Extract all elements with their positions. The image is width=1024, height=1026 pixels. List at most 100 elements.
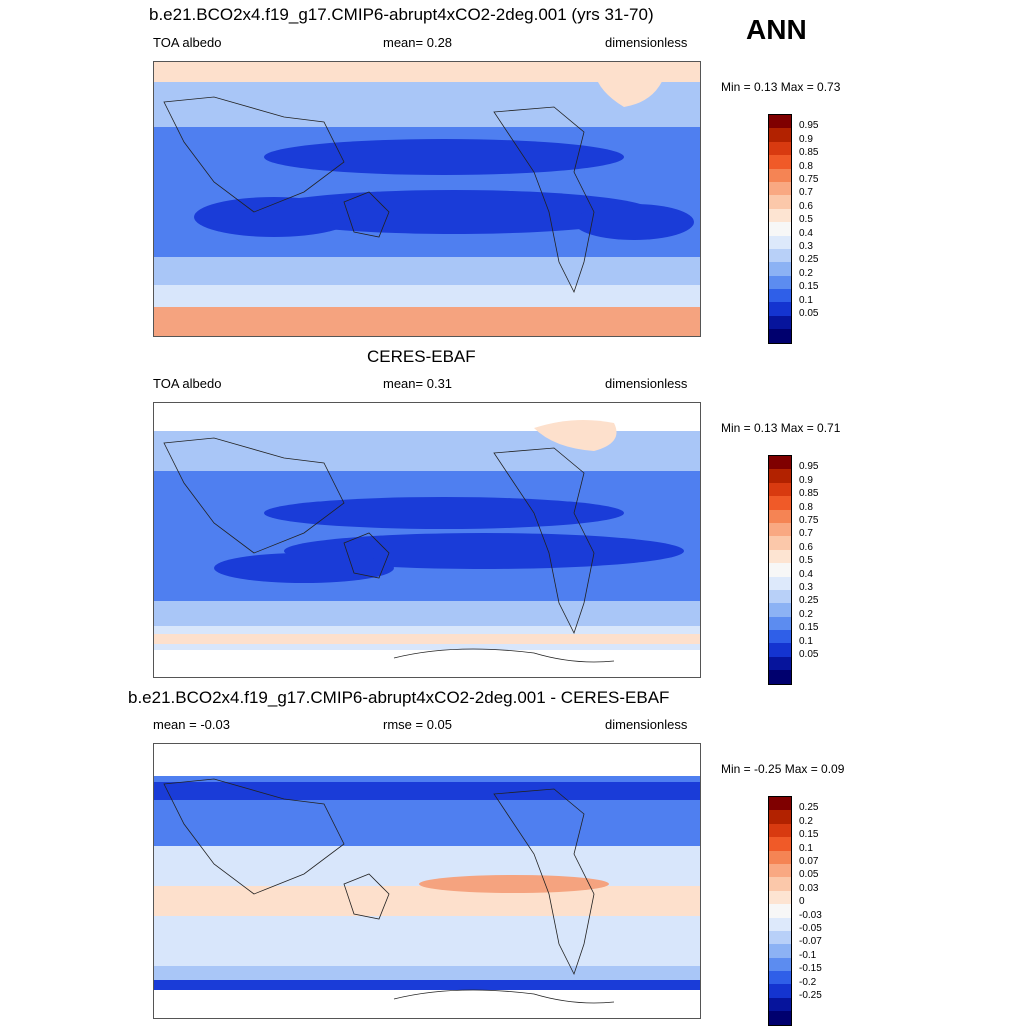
season-label: ANN (746, 14, 807, 45)
panel3-colorbar-swatch (769, 823, 791, 838)
panel2-colorbar-swatch (769, 563, 791, 577)
panel2-colorbar-swatch (769, 496, 791, 510)
panel3-colorbar-swatch (769, 957, 791, 972)
panel3-colorbar-swatch (769, 877, 791, 891)
panel1-minmax: Min = 0.13 Max = 0.73 (721, 80, 841, 94)
panel2-title: CERES-EBAF (367, 347, 476, 366)
panel3-colorbar-swatch (769, 944, 791, 958)
panel3-colorbar-swatch (769, 863, 791, 878)
panel3-colorbar-tick-label: -0.07 (799, 936, 822, 948)
panel1-colorbar-swatch (769, 235, 791, 249)
panel2-colorbar-tick-label: 0.05 (799, 649, 819, 660)
panel2-colorbar-swatch (769, 509, 791, 523)
panel1-colorbar-tick-label: 0.3 (799, 241, 813, 252)
panel1-variable-label: TOA albedo (153, 35, 222, 50)
panel3-colorbar-swatch (769, 890, 791, 905)
panel3-map-field (154, 744, 700, 1018)
panel1-colorbar-swatch (769, 168, 791, 182)
panel1-colorbar-swatch (769, 275, 791, 290)
panel2-colorbar (768, 455, 792, 685)
panel1-colorbar-swatch (769, 315, 791, 330)
panel1-colorbar-tick-label: 0.75 (799, 174, 819, 185)
panel2-colorbar-tick-label: 0.9 (799, 474, 813, 486)
panel1-colorbar-tick-label: 0.05 (799, 308, 819, 319)
panel2-colorbar-tick-label: 0.7 (799, 528, 813, 540)
panel3-colorbar-swatch (769, 930, 791, 945)
panel2-colorbar-swatch (769, 589, 791, 604)
panel1-colorbar-tick-label: 0.8 (799, 160, 813, 172)
panel3-colorbar-tick-label: 0.07 (799, 856, 819, 867)
panel2-minmax: Min = 0.13 Max = 0.71 (721, 421, 841, 435)
panel3-colorbar-swatch (769, 850, 791, 864)
panel1-colorbar-tick-label: 0.4 (799, 227, 813, 239)
panel3-colorbar-tick-label: 0.1 (799, 842, 813, 854)
panel1-colorbar-swatch (769, 155, 791, 169)
panel3-map (153, 743, 701, 1019)
panel2-colorbar-tick-label: 0.15 (799, 622, 819, 634)
panel1-colorbar-tick-label: 0.95 (799, 120, 819, 132)
panel2-colorbar-tick-label: 0.5 (799, 555, 813, 567)
panel2-colorbar-swatch (769, 643, 791, 657)
panel1-colorbar-tick-label: 0.5 (799, 214, 813, 226)
panel2-colorbar-swatch (769, 670, 791, 684)
panel2-colorbar-tick-label: 0.4 (799, 568, 813, 580)
panel1-colorbar-swatch (769, 181, 791, 196)
panel2-colorbar-tick-label: 0.25 (799, 595, 819, 607)
panel1-colorbar (768, 114, 792, 344)
panel3-colorbar-swatch (769, 1011, 791, 1025)
panel1-colorbar-swatch (769, 222, 791, 236)
panel2-colorbar-swatch (769, 656, 791, 671)
panel2-colorbar-tick-label: 0.85 (799, 488, 819, 500)
panel2-colorbar-swatch (769, 616, 791, 631)
panel3-minmax: Min = -0.25 Max = 0.09 (721, 762, 845, 776)
panel1-colorbar-tick-label: 0.25 (799, 254, 819, 266)
panel2-mean-label: mean= 0.31 (383, 376, 453, 391)
panel1-colorbar-tick-label: 0.7 (799, 187, 813, 199)
panel3-colorbar-swatch (769, 997, 791, 1012)
panel1-colorbar-swatch (769, 128, 791, 142)
panel2-colorbar-swatch (769, 469, 791, 483)
panel2-units-label: dimensionless (605, 376, 688, 391)
panel3-colorbar-swatch (769, 984, 791, 998)
panel1-mean-label: mean= 0.28 (383, 35, 453, 50)
panel1-colorbar-swatch (769, 141, 791, 156)
panel2-colorbar-swatch (769, 603, 791, 617)
panel2-colorbar-swatch (769, 536, 791, 550)
panel3-colorbar-tick-label: 0.03 (799, 882, 819, 894)
panel2-map (153, 402, 701, 678)
panel1-colorbar-swatch (769, 195, 791, 209)
panel2-colorbar-swatch (769, 576, 791, 590)
panel3-mean-label: mean = -0.03 (153, 717, 230, 732)
panel1-title: b.e21.BCO2x4.f19_g17.CMIP6-abrupt4xCO2-2… (149, 5, 654, 24)
panel1-colorbar-tick-label: 0.6 (799, 200, 813, 212)
panel1-colorbar-tick-label: 0.15 (799, 281, 819, 293)
panel1-colorbar-swatch (769, 115, 791, 129)
panel3-colorbar-tick-label: -0.15 (799, 963, 822, 975)
panel2-colorbar-tick-label: 0.8 (799, 501, 813, 513)
panel2-colorbar-swatch (769, 456, 791, 470)
panel2-colorbar-swatch (769, 522, 791, 537)
panel3-units-label: dimensionless (605, 717, 688, 732)
panel3-colorbar-tick-label: 0 (799, 896, 805, 908)
panel3-colorbar-tick-label: -0.1 (799, 949, 817, 961)
panel3-rmse-label: rmse = 0.05 (383, 717, 453, 732)
panel1-map (153, 61, 701, 337)
panel1-colorbar-swatch (769, 248, 791, 263)
panel3-colorbar-swatch (769, 971, 791, 985)
panel3-colorbar-tick-label: 0.2 (799, 815, 813, 827)
panel2-colorbar-tick-label: 0.95 (799, 461, 819, 473)
panel3-colorbar-tick-label: -0.25 (799, 990, 822, 1001)
panel1-colorbar-tick-label: 0.9 (799, 133, 813, 145)
panel3-colorbar-swatch (769, 917, 791, 931)
panel2-colorbar-tick-label: 0.2 (799, 608, 813, 620)
panel2-colorbar-tick-label: 0.1 (799, 635, 813, 647)
panel2-colorbar-swatch (769, 549, 791, 564)
panel2-colorbar-tick-label: 0.3 (799, 582, 813, 593)
panel3-colorbar-swatch (769, 837, 791, 851)
panel2-colorbar-tick-label: 0.6 (799, 541, 813, 553)
panel3-colorbar-tick-label: -0.2 (799, 976, 817, 988)
panel1-colorbar-swatch (769, 289, 791, 303)
panel1-colorbar-tick-label: 0.1 (799, 294, 813, 306)
panel3-colorbar-tick-label: 0.15 (799, 829, 819, 841)
panel1-colorbar-tick-label: 0.2 (799, 267, 813, 279)
